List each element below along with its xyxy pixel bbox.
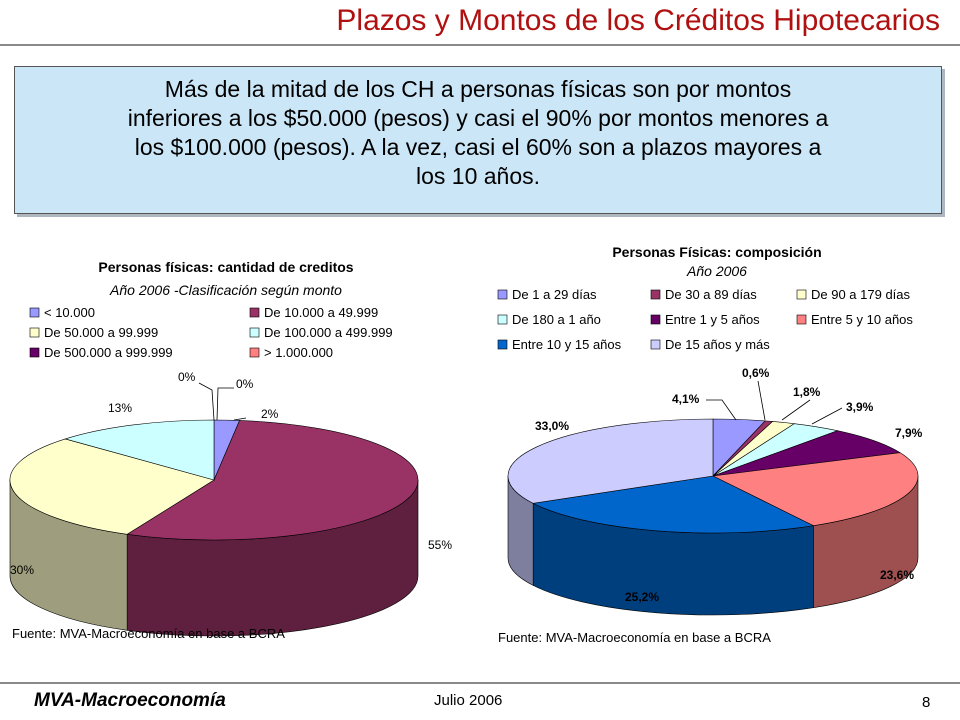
chart1-slice bbox=[9, 438, 215, 535]
chart1-data-label: 13% bbox=[108, 401, 132, 415]
chart2-legend-swatch bbox=[650, 289, 661, 300]
header-divider bbox=[0, 44, 960, 46]
chart1-leader-line bbox=[216, 387, 234, 421]
chart2-slice bbox=[712, 430, 901, 477]
chart1: Personas físicas: cantidad de creditos Añ… bbox=[9, 259, 452, 637]
chart2-legend-entry: De 1 a 29 días bbox=[512, 287, 597, 302]
chart1-data-label: 55% bbox=[428, 538, 452, 552]
chart1-legend-swatch bbox=[29, 307, 40, 318]
chart1-data-label: 2% bbox=[261, 407, 279, 421]
chart1-subtitle: Año 2006 -Clasificación según monto bbox=[109, 282, 342, 298]
chart2-data-label: 4,1% bbox=[672, 392, 700, 406]
chart2-data-label: 33,0% bbox=[535, 419, 569, 433]
chart2-title: Personas Físicas: composición bbox=[612, 244, 821, 260]
chart2-legend-entry: Entre 10 y 15 años bbox=[512, 337, 622, 352]
chart1-legend-entry: De 100.000 a 499.999 bbox=[264, 325, 393, 340]
footer-brand: MVA-Macroeconomía bbox=[34, 690, 226, 711]
chart1-data-label: 0% bbox=[236, 377, 254, 391]
chart2-legend-swatch bbox=[497, 289, 508, 300]
chart2-leader-line bbox=[706, 399, 737, 421]
chart1-slice bbox=[126, 420, 419, 541]
chart1-title: Personas físicas: cantidad de creditos bbox=[98, 259, 353, 275]
summary-line: los $100.000 (pesos). A la vez, casi el … bbox=[134, 134, 822, 160]
chart2-data-label: 0,6% bbox=[742, 366, 770, 380]
chart2-legend-swatch bbox=[650, 314, 661, 325]
chart1-source: Fuente: MVA-Macroeconomía en base a BCRA bbox=[12, 626, 285, 641]
page-title: Plazos y Montos de los Créditos Hipoteca… bbox=[336, 4, 940, 37]
chart1-legend-swatch bbox=[29, 347, 40, 358]
footer-date: Julio 2006 bbox=[434, 692, 503, 709]
chart1-legend-entry: De 10.000 a 49.999 bbox=[264, 305, 378, 320]
chart2-subtitle: Año 2006 bbox=[686, 263, 747, 279]
chart2-source: Fuente: MVA-Macroeconomía en base a BCRA bbox=[498, 630, 771, 645]
chart2-legend-swatch bbox=[497, 339, 508, 350]
chart1-leader-line bbox=[233, 417, 247, 421]
chart2-legend-entry: De 30 a 89 días bbox=[665, 287, 757, 302]
summary-box: Más de la mitad de los CH a personas fís… bbox=[14, 66, 942, 214]
chart2-legend-entry: Entre 1 y 5 años bbox=[665, 312, 760, 327]
chart2-legend-entry: De 180 a 1 año bbox=[512, 312, 601, 327]
chart1-slice bbox=[64, 419, 215, 481]
chart2-slice bbox=[532, 475, 815, 534]
chart2-data-label: 25,2% bbox=[625, 590, 659, 604]
chart2-slice bbox=[507, 418, 714, 504]
chart1-legend-entry: De 50.000 a 99.999 bbox=[44, 325, 158, 340]
chart1-legend-swatch bbox=[249, 327, 260, 338]
chart1-data-label: 30% bbox=[10, 563, 34, 577]
chart2-data-label: 7,9% bbox=[895, 426, 923, 440]
chart2-legend-entry: Entre 5 y 10 años bbox=[811, 312, 913, 327]
chart1-legend-entry: > 1.000.000 bbox=[264, 345, 333, 360]
chart2-leader-line bbox=[781, 399, 811, 421]
chart1-legend-swatch bbox=[249, 347, 260, 358]
footer-divider bbox=[0, 682, 960, 684]
chart2-leader-line bbox=[811, 407, 843, 425]
chart2-data-label: 3,9% bbox=[846, 400, 874, 414]
chart2-slice bbox=[711, 452, 919, 527]
chart1-legend-swatch bbox=[29, 327, 40, 338]
chart1-legend-entry: De 500.000 a 999.999 bbox=[44, 345, 173, 360]
chart2-legend-swatch bbox=[650, 339, 661, 350]
summary-line: inferiores a los $50.000 (pesos) y casi … bbox=[127, 105, 829, 131]
chart2-data-label: 1,8% bbox=[793, 385, 821, 399]
chart2-legend-entry: De 90 a 179 días bbox=[811, 287, 911, 302]
chart1-leader-line bbox=[198, 382, 215, 421]
chart2-legend-swatch bbox=[796, 314, 807, 325]
chart2-data-label: 23,6% bbox=[880, 568, 914, 582]
chart2-leader-line bbox=[757, 380, 766, 421]
chart2-legend-entry: De 15 años y más bbox=[665, 337, 770, 352]
chart2-legend-swatch bbox=[497, 314, 508, 325]
summary-line: los 10 años. bbox=[415, 163, 541, 189]
summary-line: Más de la mitad de los CH a personas fís… bbox=[164, 76, 792, 102]
chart1-legend-entry: < 10.000 bbox=[44, 305, 95, 320]
chart1-legend-swatch bbox=[249, 307, 260, 318]
chart2-legend-swatch bbox=[796, 289, 807, 300]
page-number: 8 bbox=[922, 694, 931, 711]
chart1-data-label: 0% bbox=[178, 370, 196, 384]
chart2: Personas Físicas: composición Año 2006 De … bbox=[497, 244, 923, 616]
